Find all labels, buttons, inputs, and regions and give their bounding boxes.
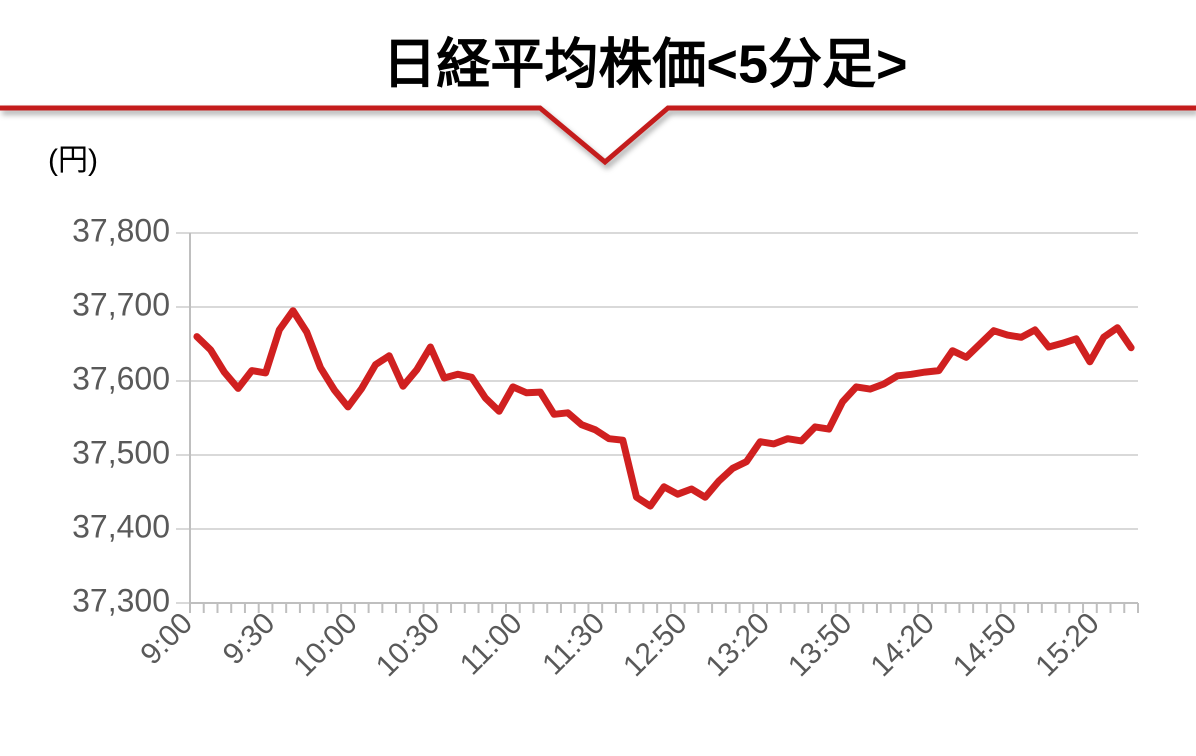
banner-line: [0, 105, 1196, 166]
x-tick-label: 13:20: [700, 607, 776, 683]
y-tick-label: 37,500: [72, 434, 170, 470]
chart-title: 日経平均株価<5分足>: [382, 34, 907, 94]
y-tick-label: 37,700: [72, 286, 170, 322]
x-tick-label: 10:30: [370, 607, 446, 683]
x-tick-label: 12:50: [617, 607, 693, 683]
x-tick-label: 15:20: [1029, 607, 1105, 683]
x-tick-label: 9:30: [217, 607, 282, 672]
x-tick-label: 14:20: [864, 607, 940, 683]
price-line: [193, 307, 1135, 510]
x-tick-label: 14:50: [947, 607, 1023, 683]
y-tick-label: 37,600: [72, 360, 170, 396]
y-tick-label: 37,300: [72, 582, 170, 618]
x-tick-label: 10:00: [287, 607, 363, 683]
x-tick-label: 11:30: [536, 607, 611, 682]
x-tick-label: 13:50: [782, 607, 858, 683]
y-axis-unit: (円): [48, 144, 98, 177]
x-tick-label: 11:00: [454, 607, 529, 682]
y-tick-label: 37,800: [72, 212, 170, 248]
y-tick-label: 37,400: [72, 508, 170, 544]
